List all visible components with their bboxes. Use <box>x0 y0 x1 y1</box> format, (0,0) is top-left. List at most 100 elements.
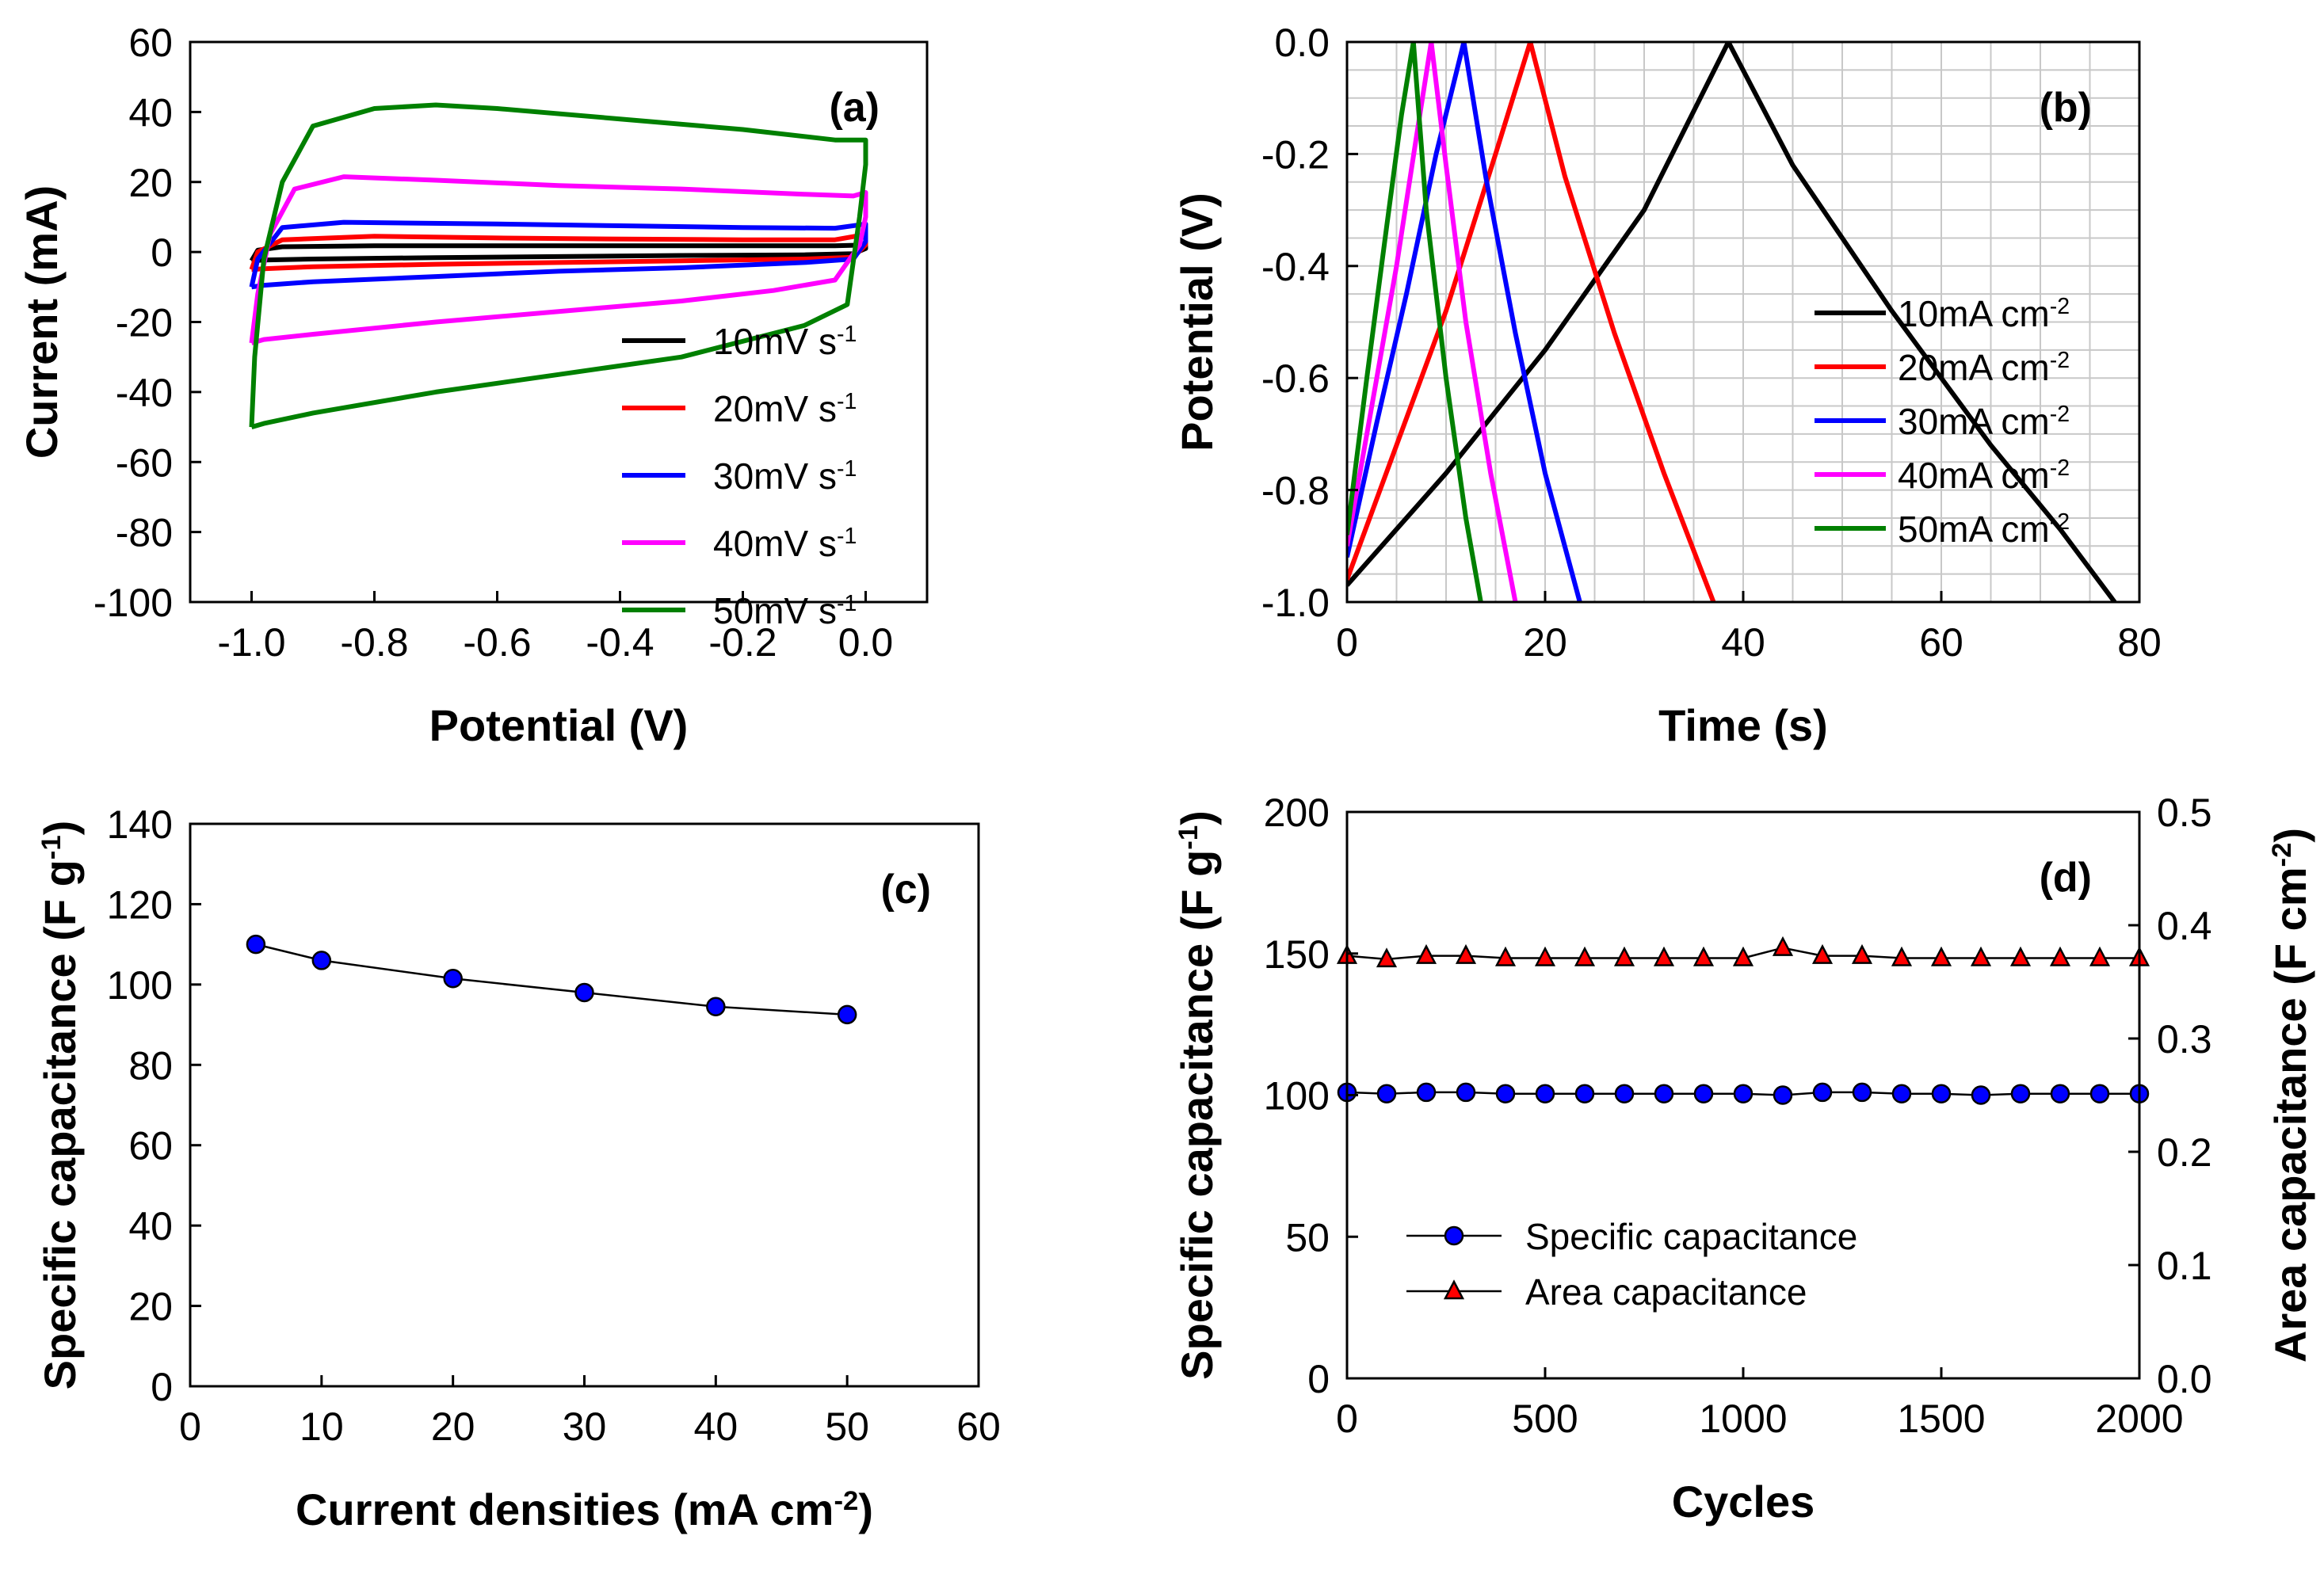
x-axis-title: Time (s) <box>1658 700 1828 750</box>
y-tick-label: -60 <box>116 440 173 485</box>
data-point <box>1693 1084 1714 1103</box>
data-point-triangle <box>1376 947 1398 968</box>
data-point-triangle <box>1653 946 1675 966</box>
data-point-triangle <box>1574 946 1596 966</box>
y-tick-label: -40 <box>116 371 173 415</box>
data-point <box>2010 1084 2031 1103</box>
x-tick-label: 60 <box>1919 620 1963 665</box>
y-tick-label: -80 <box>116 511 173 555</box>
y-tick-label: 100 <box>1264 1074 1330 1119</box>
data-point <box>1773 1085 1793 1105</box>
data-point <box>1852 1082 1872 1103</box>
x-tick-label: -1.0 <box>217 620 285 665</box>
y2-axis-title-exponent: -2 <box>2267 843 2297 867</box>
y-tick-label: -0.8 <box>1261 469 1330 513</box>
y2-axis-title: Area capacitance (F cm-2) <box>2265 828 2315 1362</box>
legend-label: 30mV s-1 <box>713 455 857 497</box>
data-point <box>1535 1084 1555 1103</box>
data-point <box>1971 1085 1991 1105</box>
x-tick-label: 80 <box>2117 620 2162 665</box>
legend-label-exponent: -1 <box>837 389 857 414</box>
legend-label: 50mV s-1 <box>713 590 857 631</box>
legend-label-text: 30mV s <box>713 455 837 497</box>
y-tick-label: 20 <box>128 1285 173 1329</box>
legend-marker <box>1443 1279 1465 1300</box>
y-axis-title: Potential (V) <box>1172 192 1222 452</box>
data-point-triangle <box>2089 946 2111 966</box>
legend-label-text: 40mV s <box>713 523 837 564</box>
panel-label: (d) <box>2040 855 2092 901</box>
data-point-triangle <box>1891 946 1913 966</box>
data-point-triangle <box>1534 946 1556 966</box>
y-tick-label: 50 <box>1285 1215 1330 1260</box>
chart-c: 0 10 20 30 40 50 60 0 20 40 60 80 100 120 140 Current d… <box>35 802 1001 1534</box>
y-tick-label: 0 <box>1307 1357 1330 1401</box>
y2-axis-title-tail: ) <box>2265 828 2315 843</box>
y2-axis-title-text: Area capacitance (F cm <box>2265 867 2315 1362</box>
y-tick-label: -0.6 <box>1261 356 1330 401</box>
y-tick-label: 40 <box>128 1204 173 1248</box>
series-line-10ma-cm <box>1347 42 2117 602</box>
plot-frame <box>189 822 980 1388</box>
y-axis-title-text: Current (mA) <box>17 185 67 459</box>
panel-label: (a) <box>829 85 880 131</box>
y2-tick-label: 0.3 <box>2157 1017 2212 1061</box>
series-line-specific-capacitance <box>255 943 848 1016</box>
series-group <box>1347 42 2117 602</box>
legend-label-text: 10mA cm <box>1898 293 2050 334</box>
legend-label-exponent: -1 <box>837 322 857 347</box>
data-point-triangle <box>1930 946 1952 966</box>
legend-label: 40mV s-1 <box>713 523 857 564</box>
y2-tick-label: 0.4 <box>2157 904 2212 948</box>
x-axis-title-text: Time (s) <box>1658 700 1828 750</box>
legend-label-exponent: -2 <box>2050 455 2070 481</box>
legend-label: 30mA cm-2 <box>1898 401 2070 442</box>
y-axis-title-text: Specific capacitance (F g <box>1172 850 1222 1380</box>
data-point <box>2050 1084 2070 1103</box>
panel-label: (c) <box>880 867 931 913</box>
legend-label-exponent: -2 <box>2050 402 2070 427</box>
legend-label-text: 50mA cm <box>1898 509 2050 550</box>
legend-label-text: 20mA cm <box>1898 347 2050 388</box>
x-axis-title-text: Potential (V) <box>429 700 689 750</box>
x-tick-label: 0.0 <box>838 620 894 665</box>
legend-label-exponent: -2 <box>2050 509 2070 535</box>
data-point <box>246 934 266 955</box>
x-axis-title: Potential (V) <box>429 700 689 750</box>
x-tick-label: 50 <box>825 1404 869 1449</box>
legend-label-exponent: -2 <box>2050 294 2070 319</box>
x-tick-label: 30 <box>563 1404 607 1449</box>
x-tick-label: 20 <box>1523 620 1567 665</box>
x-axis-title-exponent: -2 <box>834 1486 858 1516</box>
legend-label-text: 50mV s <box>713 590 837 631</box>
data-point <box>706 997 726 1016</box>
x-axis-title-text: Current densities (mA cm <box>296 1484 834 1534</box>
data-point <box>1812 1082 1833 1103</box>
panel-label: (b) <box>2040 85 2092 131</box>
y2-tick-label: 0.0 <box>2157 1357 2212 1401</box>
y-axis-title: Specific capacitance (F g-1) <box>1172 810 1222 1380</box>
x-axis-title-tail: ) <box>858 1484 873 1534</box>
x-tick-label: -0.4 <box>586 620 654 665</box>
legend-label: Area capacitance <box>1525 1271 1807 1313</box>
legend-label-exponent: -1 <box>837 524 857 549</box>
y-tick-label: 100 <box>107 963 173 1008</box>
x-axis-title: Current densities (mA cm-2) <box>296 1484 873 1534</box>
data-point <box>837 1004 857 1025</box>
series-line-50ma-cm <box>1347 42 1483 602</box>
data-point <box>1495 1084 1516 1103</box>
series-line-40mv-s <box>249 174 868 345</box>
data-point <box>1931 1084 1952 1103</box>
legend-label-exponent: -1 <box>837 456 857 482</box>
y-tick-label: 60 <box>128 1124 173 1168</box>
legend-label: 40mA cm-2 <box>1898 455 2070 496</box>
series-line-20ma-cm <box>1347 42 1716 602</box>
legend-label-text: 30mA cm <box>1898 401 2050 442</box>
data-point <box>311 951 332 970</box>
x-tick-label: -0.6 <box>463 620 531 665</box>
legend-label-text: 10mV s <box>713 321 837 362</box>
y-tick-label: 200 <box>1264 791 1330 835</box>
